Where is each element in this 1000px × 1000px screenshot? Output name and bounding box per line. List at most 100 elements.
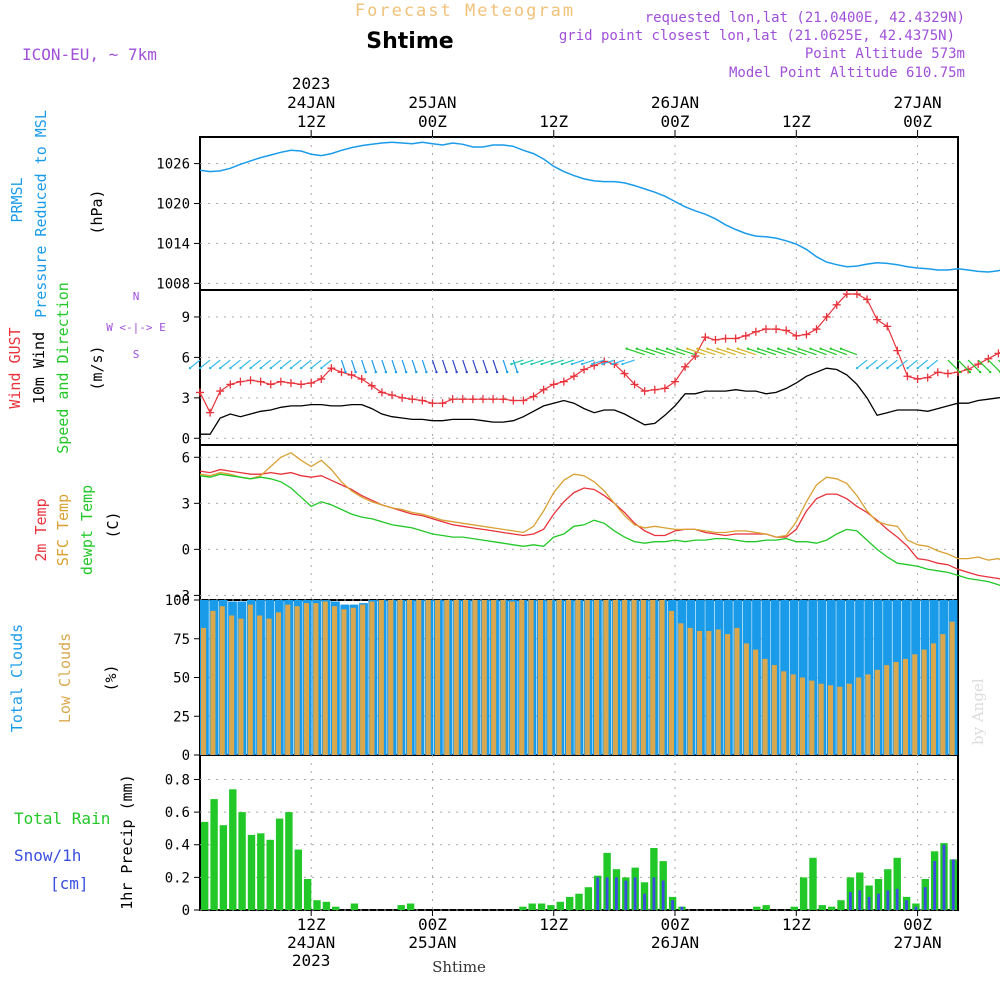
wind-arrow [189,359,201,369]
wind-arrow-head [516,370,519,374]
gust-marker [913,374,922,383]
rain-bar [884,869,892,910]
rain-bar [350,903,359,910]
gust-marker [509,396,518,405]
low-cloud-bar [884,665,890,755]
wind-arrow [581,359,595,365]
low-cloud-bar [435,600,441,755]
wind-arrow [810,348,827,356]
low-cloud-bar [453,600,459,755]
wind-arrow [541,359,554,365]
wind-arrow-head [676,347,679,350]
y-tick-label: 0.4 [165,838,190,854]
rain-bar [799,877,808,910]
top-time-label: 27JAN [893,93,941,112]
wind-arrow-head [797,347,800,350]
wind-arrow [482,359,488,373]
bottom-time-label: 00Z [418,915,447,934]
low-cloud-bar [416,600,422,755]
wind-arrow-head [299,366,303,370]
rain-bar [818,905,826,910]
gust-marker [478,395,487,404]
requested-coords: requested lon,lat (21.0400E, 42.4329N) [645,10,965,26]
pressure-line [199,141,1000,273]
low-cloud-bar [425,600,431,755]
low-cloud-bar [285,604,291,755]
wind-arrow [656,348,676,356]
wind-arrow [612,359,625,365]
wind-arrow-head [550,362,554,366]
panel-frame-wind [199,289,959,446]
gust-marker [388,391,397,400]
gust-marker [549,380,558,389]
wind-arrow-head [865,366,869,370]
wind-arrow [917,359,929,369]
wind-arrow-head [625,347,628,350]
wind-arrow [512,359,518,373]
gust-marker [984,354,993,363]
model-label: ICON-EU, ~ 7km [22,45,157,64]
wind-unit: (m/s) [88,345,106,390]
wind-arrow-head [465,370,468,374]
gust-marker [933,368,942,377]
snow-bar [951,859,955,910]
wind-arrow [977,359,991,373]
panel-frame-temperature [199,444,959,601]
rain-bar [303,879,312,910]
gust-marker [529,392,538,401]
rain-bar [257,833,265,910]
gust-marker [347,370,356,379]
y-tick-label: 3 [182,391,190,407]
low-cloud-bar [809,680,815,755]
bottom-time-label: 2023 [292,951,331,970]
wind-arrow-head [621,362,624,366]
top-time-label: 26JAN [651,93,699,112]
snow-unit-label: [cm] [50,874,89,893]
wind-arrow-head [819,347,822,350]
wind-arrow [737,348,757,356]
low-cloud-bar [762,658,768,755]
wind-arrow-head [445,370,448,374]
wind-arrow [551,359,565,365]
wind-arrow [957,359,971,373]
gust-marker [499,395,508,404]
snow-bar [624,880,628,910]
low-cloud-bar [725,634,731,755]
sfc-temp-label: SFC Temp [54,494,72,566]
low-cloud-bar [678,623,684,756]
precip-axis-label: 1hr Precip (mm) [118,774,136,909]
gust-marker [751,327,760,336]
gust-marker [994,349,1000,358]
low-cloud-bar [940,634,946,755]
wind-arrow-head [645,347,649,350]
snow-bar [652,877,656,910]
snow-bar [671,900,674,910]
snow-bar [858,890,862,910]
wind-arrow [717,348,736,356]
wind-arrow [840,348,858,356]
wind-arrow-head [320,366,323,370]
y-tick-label: 1014 [156,236,190,252]
wind-arrow [411,359,417,373]
top-time-label: 00Z [418,112,447,131]
wind-arrow-head [310,366,313,370]
low-cloud-bar [837,686,843,755]
wind-arrow-head [219,366,222,370]
wind-arrow [452,359,458,373]
watermark: by Angel [969,678,987,745]
y-tick-label: 6 [182,350,190,366]
wind-arrow-head [601,362,604,366]
gust-marker [731,334,740,343]
wind-arrow-head [404,370,408,374]
wind-arrow [290,359,302,369]
low-cloud-bar [584,600,590,755]
wind-arrow-head [635,347,638,350]
wind-arrow [531,359,544,365]
low-cloud-bar [753,649,759,755]
gust-marker [327,364,336,373]
model-point-altitude: Model Point Altitude 610.75m [729,65,965,81]
gust-marker [772,325,781,334]
wind-arrow-head [777,347,780,350]
wind-arrow [757,348,777,356]
gust-marker [559,377,568,386]
